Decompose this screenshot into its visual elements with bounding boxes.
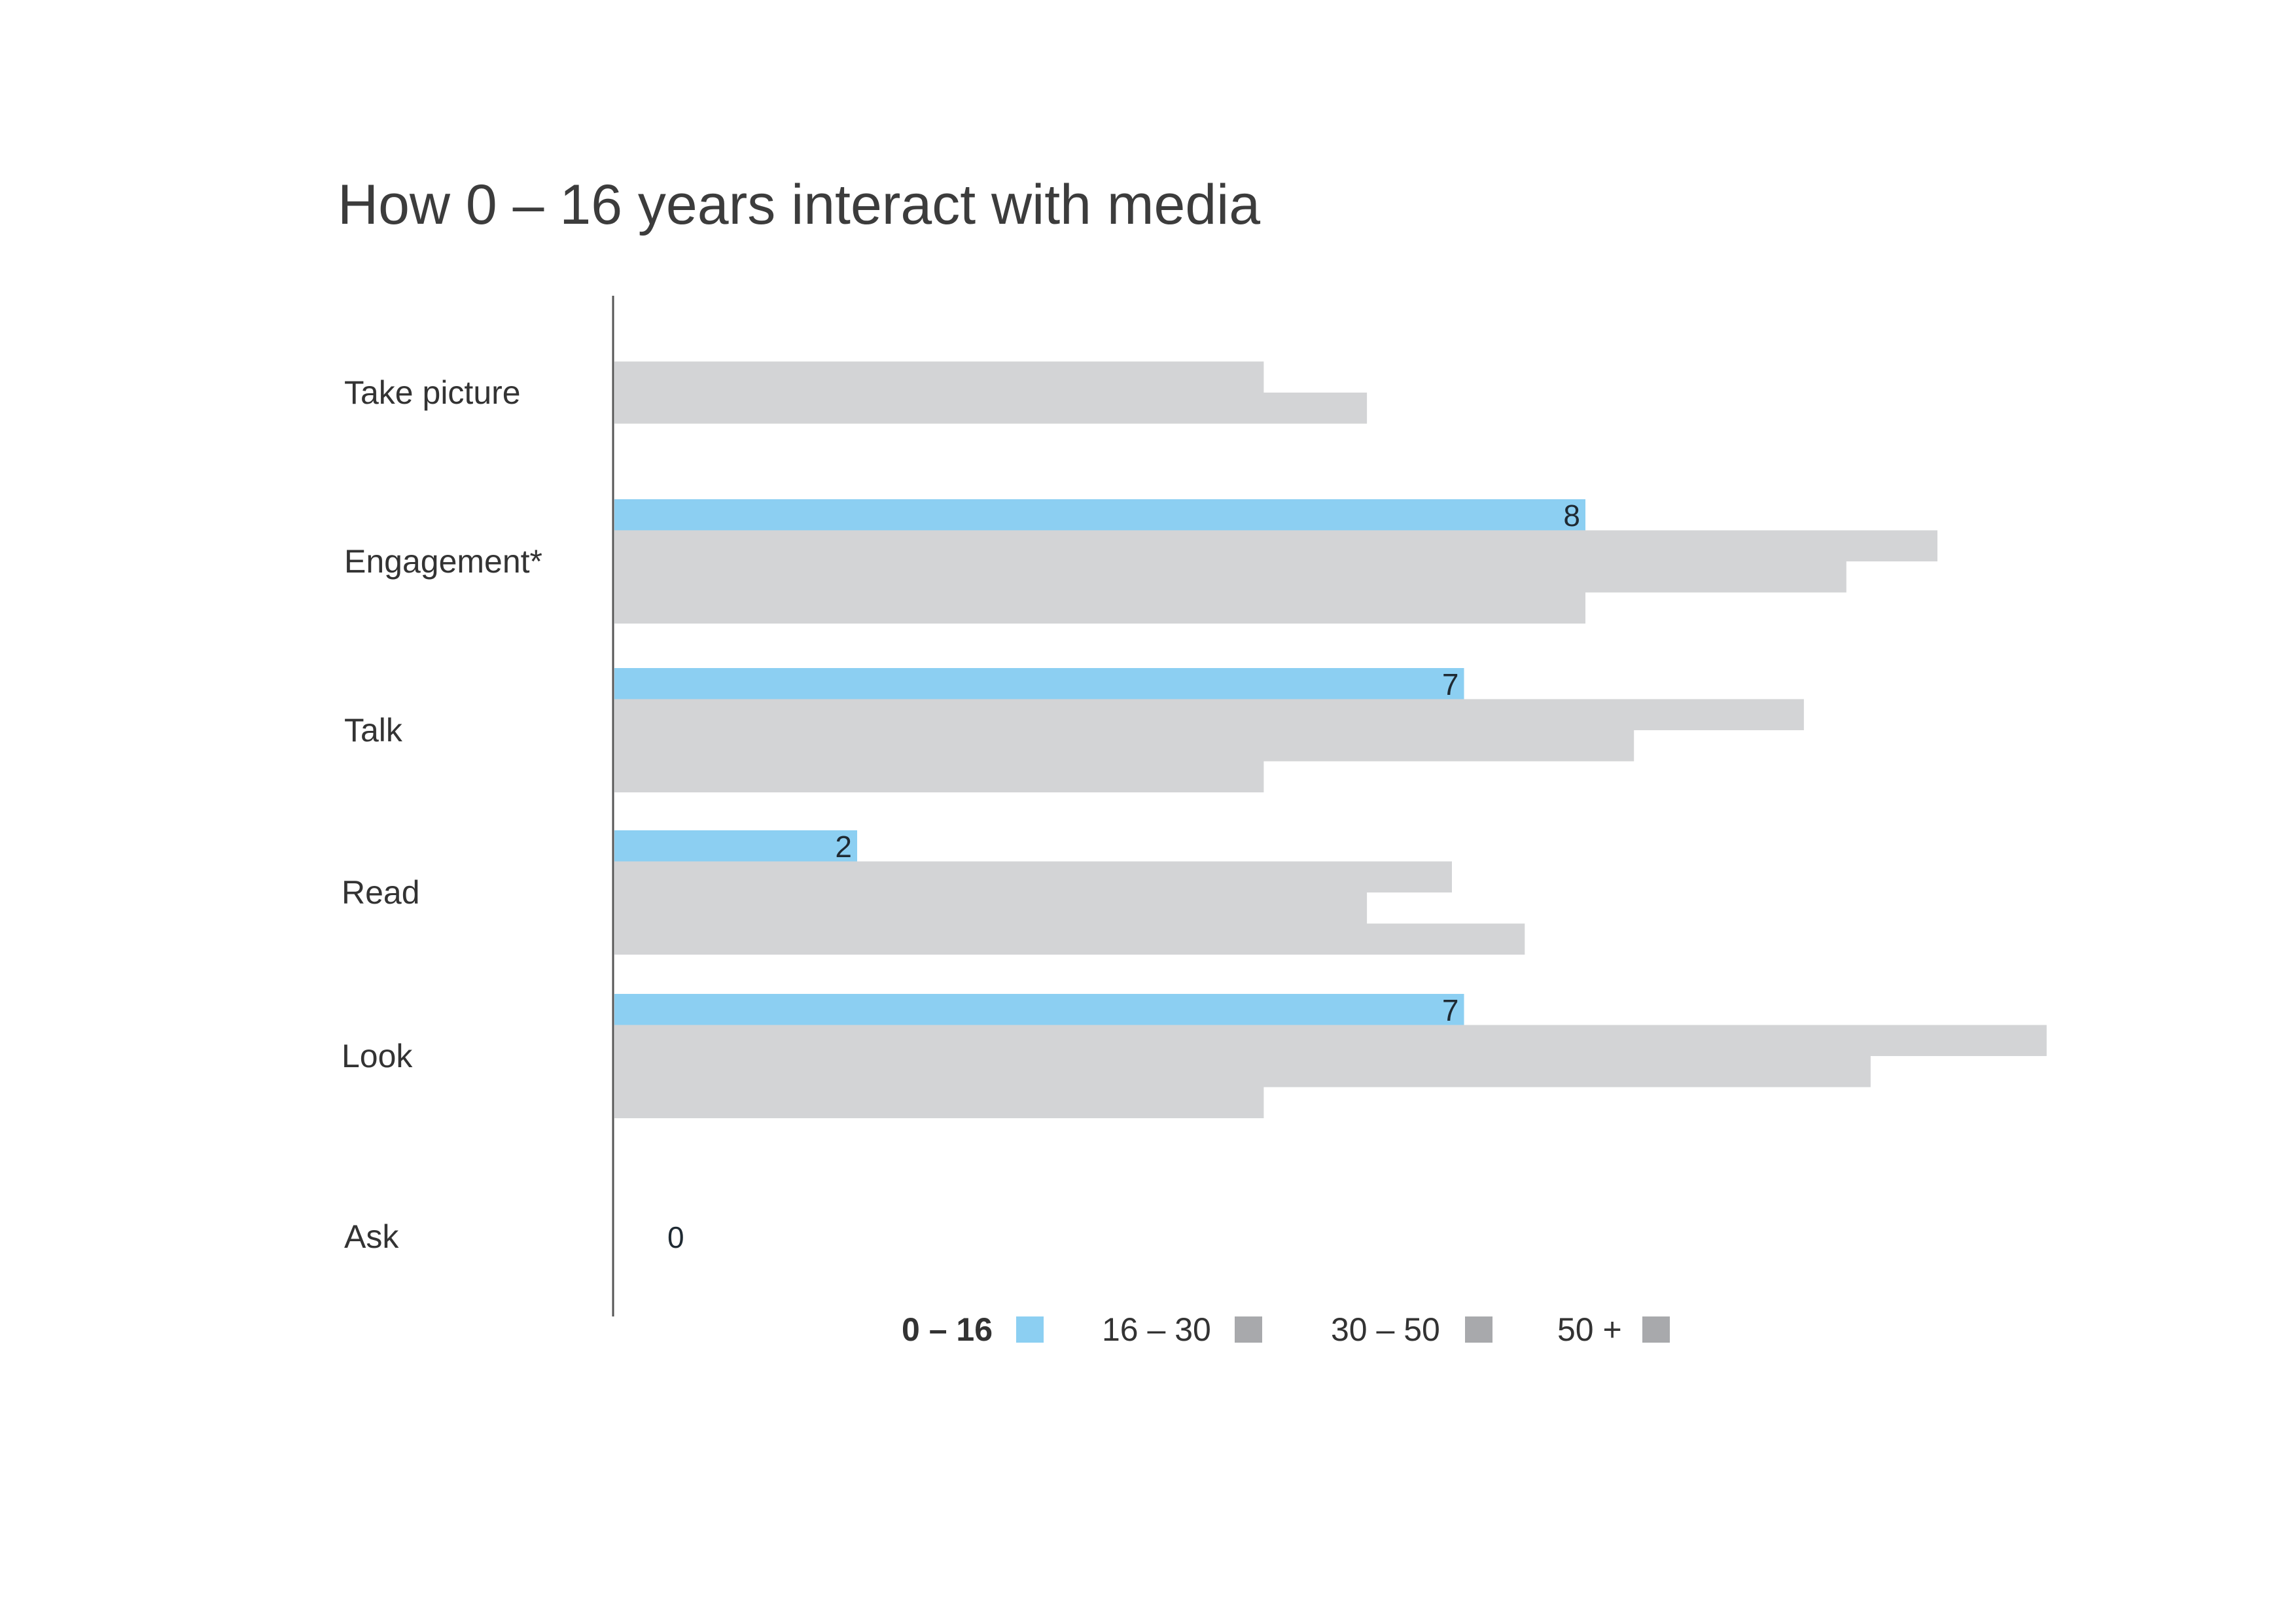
category-label: Talk [344, 712, 403, 749]
data-label: 2 [835, 830, 852, 864]
bar-talk-series-2 [614, 730, 1634, 762]
legend-swatch [1465, 1316, 1492, 1343]
bar-engagement-series-1 [614, 530, 1937, 561]
legend-label: 50 + [1557, 1311, 1622, 1348]
bar-take-picture-series-2 [614, 361, 1264, 393]
category-label: Engagement* [344, 543, 542, 580]
bar-read-series-0 [614, 830, 857, 862]
bar-take-picture-series-3 [614, 393, 1368, 424]
category-label: Ask [344, 1218, 399, 1255]
legend-label: 16 – 30 [1102, 1311, 1211, 1348]
bar-engagement-series-0 [614, 499, 1585, 531]
data-label: 7 [1442, 667, 1459, 701]
bar-talk-series-0 [614, 668, 1464, 699]
category-label: Read [342, 874, 420, 911]
chart-title: How 0 – 16 years interact with media [338, 173, 1260, 236]
legend-label: 0 – 16 [902, 1311, 993, 1348]
legend-label: 30 – 50 [1331, 1311, 1440, 1348]
bar-engagement-series-3 [614, 592, 1585, 624]
legend-swatch [1642, 1316, 1670, 1343]
data-label: 8 [1563, 499, 1580, 533]
category-label: Look [342, 1038, 413, 1074]
bar-read-series-2 [614, 892, 1368, 924]
data-label: 0 [667, 1220, 684, 1254]
bar-talk-series-1 [614, 699, 1804, 730]
bar-look-series-0 [614, 994, 1464, 1025]
legend-swatch [1235, 1316, 1262, 1343]
bar-read-series-1 [614, 861, 1452, 892]
bar-read-series-3 [614, 923, 1525, 955]
legend: 0 – 16 16 – 30 30 – 50 50 + [902, 1311, 1670, 1348]
category-label: Take picture [344, 374, 521, 411]
bar-engagement-series-2 [614, 561, 1846, 593]
data-label: 7 [1442, 993, 1459, 1027]
bar-look-series-3 [614, 1087, 1264, 1118]
bar-look-series-2 [614, 1056, 1871, 1087]
bar-look-series-1 [614, 1025, 2047, 1056]
bar-talk-series-3 [614, 761, 1264, 792]
labels-layer: Take picture 8 Engagement* 7 Talk 2 Read 7 Look 0… [342, 374, 1580, 1255]
bars-layer [614, 361, 2047, 1118]
legend-swatch [1016, 1316, 1044, 1343]
